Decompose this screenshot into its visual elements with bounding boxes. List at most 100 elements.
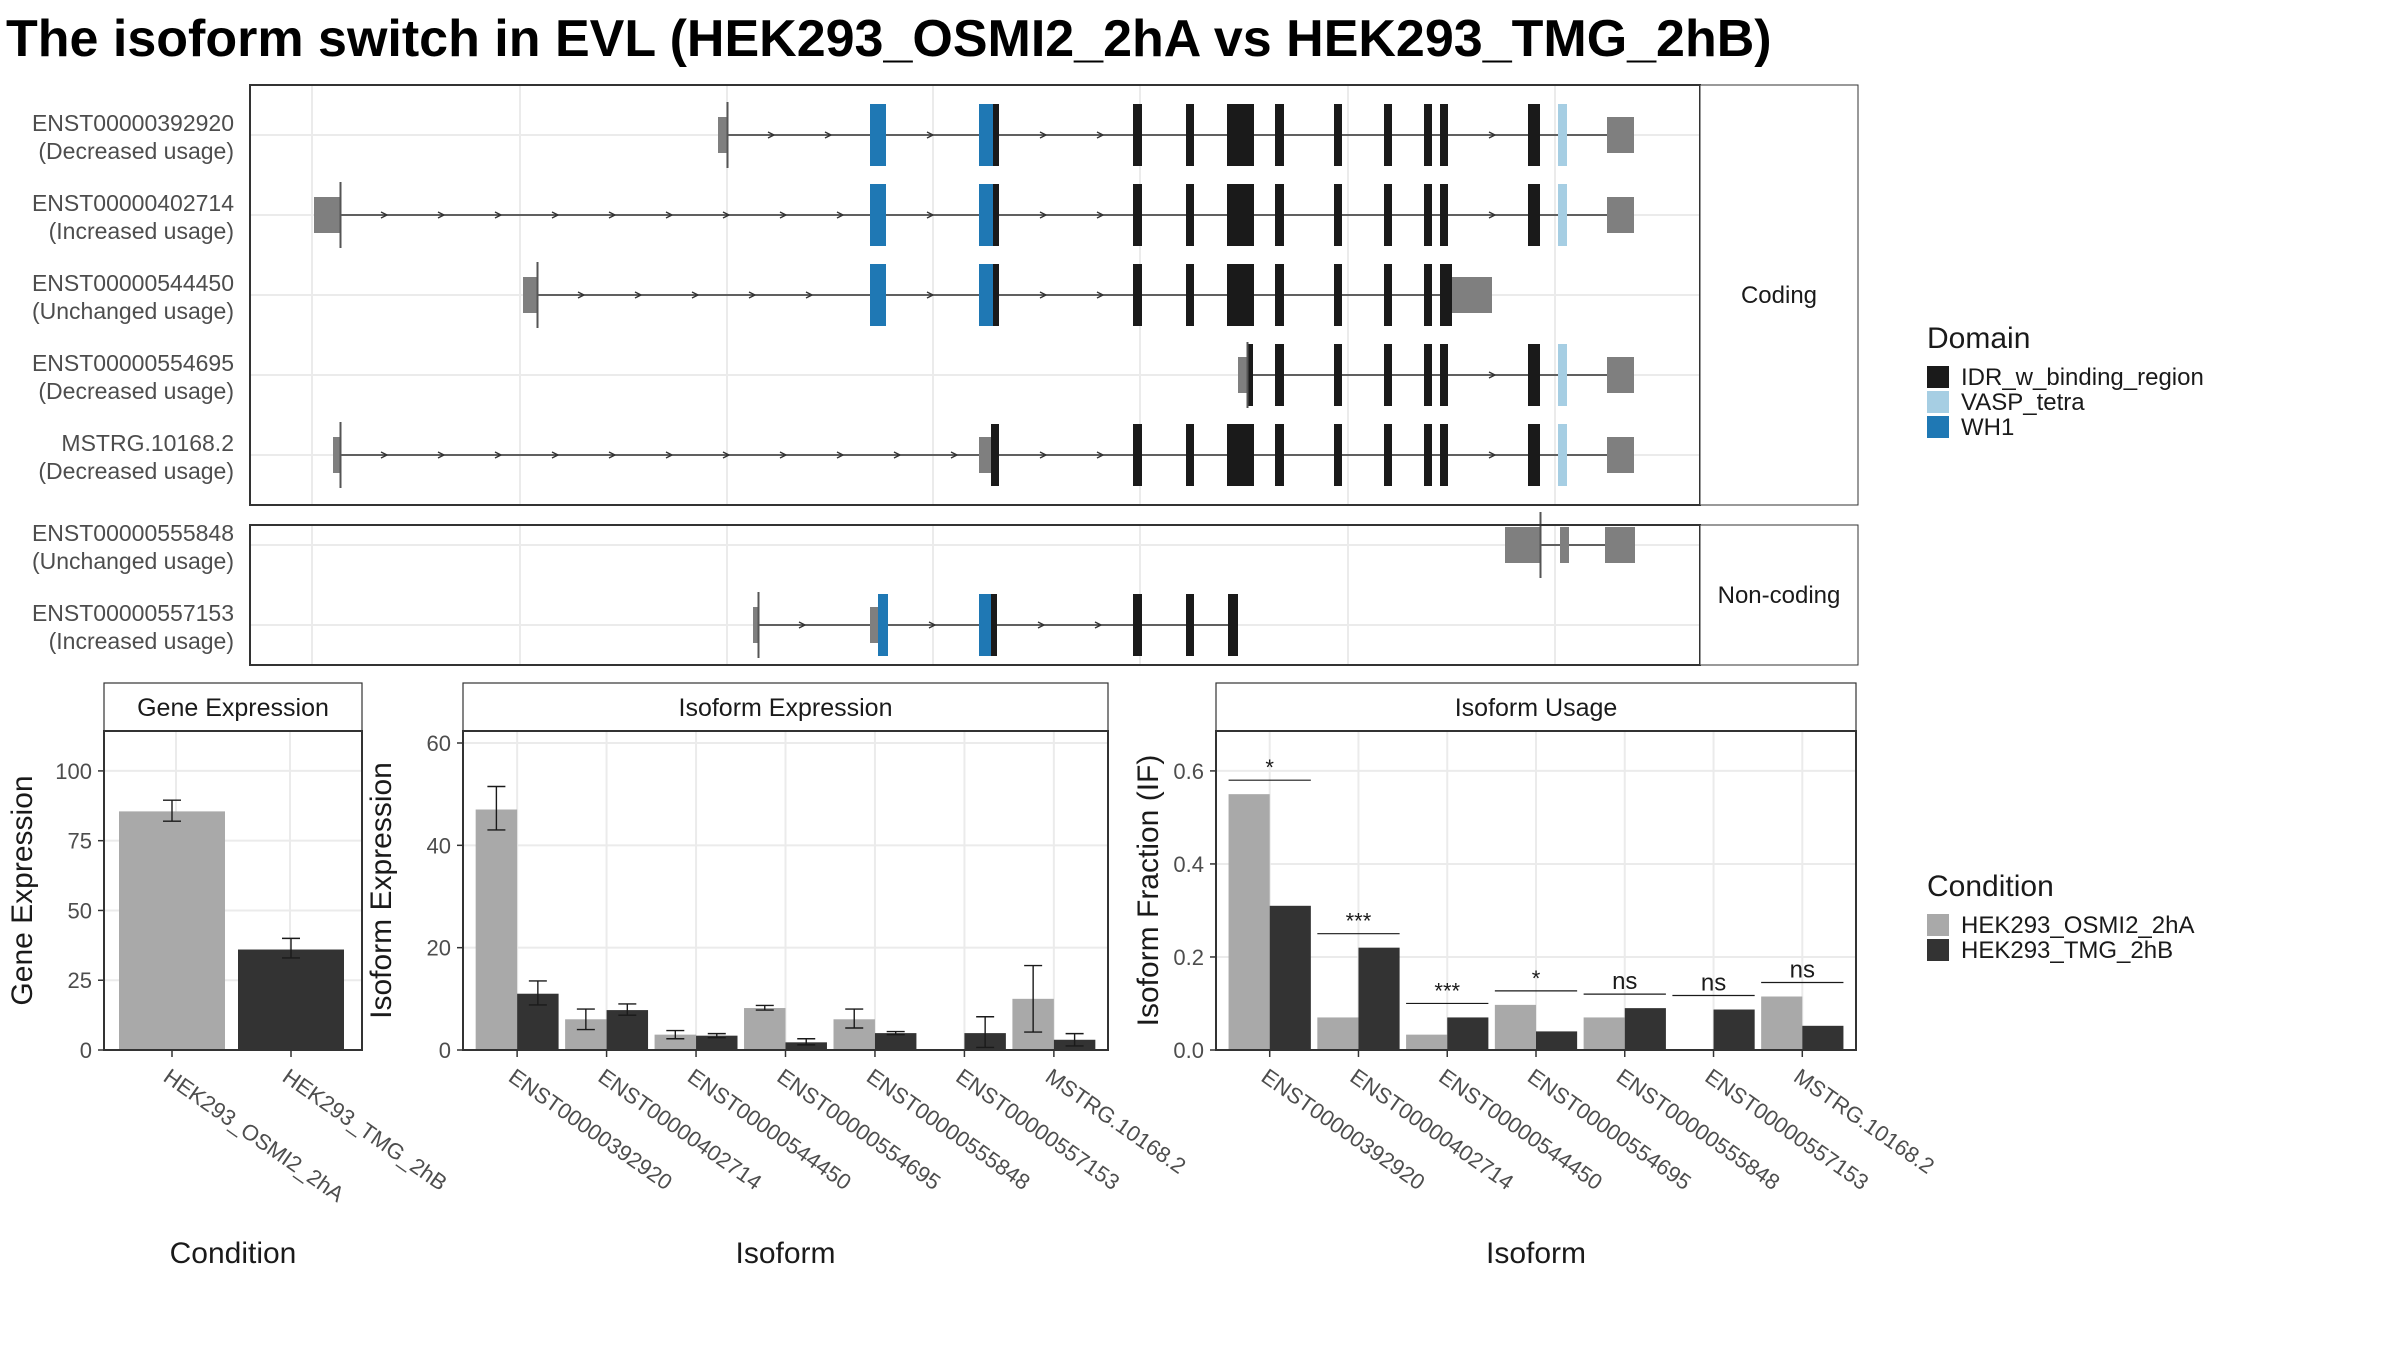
exon [1558, 344, 1567, 406]
direction-arrow [824, 131, 833, 139]
direction-arrow [926, 131, 935, 139]
expression-charts: Gene Expression0255075100HEK293_OSMI2_2h… [6, 682, 1939, 1270]
x-tick-label: ENST00000402714 [1346, 1064, 1519, 1195]
x-tick-label: ENST00000555848 [1612, 1064, 1785, 1195]
x-tick-label: ENST00000557153 [952, 1064, 1125, 1195]
exon [1275, 344, 1284, 406]
exon [1227, 104, 1254, 166]
bar [1317, 1017, 1359, 1050]
transcript-usage: (Decreased usage) [38, 378, 234, 404]
exon [1275, 104, 1284, 166]
exon [314, 197, 340, 233]
exon [1558, 184, 1567, 246]
exon [1186, 424, 1194, 486]
exon [1440, 344, 1448, 406]
direction-arrow [1488, 371, 1497, 379]
y-tick-label: 0.4 [1173, 852, 1204, 877]
bar [874, 1033, 917, 1050]
x-tick-label: ENST00000392920 [504, 1064, 677, 1195]
exon [1186, 104, 1194, 166]
significance-label: ns [1701, 970, 1726, 997]
direction-arrow [1488, 451, 1497, 459]
significance-label: ns [1612, 968, 1637, 995]
x-tick-label: ENST00000555848 [862, 1064, 1035, 1195]
x-tick-label: ENST00000554695 [773, 1064, 946, 1195]
exon [870, 264, 886, 326]
transcript-structure-plot: ENST00000392920(Decreased usage)ENST0000… [32, 84, 1859, 666]
direction-arrow [926, 211, 935, 219]
direction-arrow [928, 621, 937, 629]
significance-label: *** [1346, 909, 1372, 934]
y-axis-title: Gene Expression [6, 775, 39, 1005]
transcript-row [718, 102, 1634, 168]
facet-strip [1699, 524, 1859, 666]
y-tick-label: 75 [68, 829, 92, 854]
exon [1528, 184, 1540, 246]
exon [870, 104, 886, 166]
direction-arrow [1039, 131, 1048, 139]
y-tick-label: 0.0 [1173, 1038, 1204, 1063]
transcript-id: ENST00000554695 [32, 350, 234, 376]
transcript-id: ENST00000544450 [32, 270, 234, 296]
exon [1334, 344, 1342, 406]
exon [991, 424, 999, 486]
y-tick-label: 60 [427, 731, 451, 756]
y-tick-label: 0.6 [1173, 759, 1204, 784]
direction-arrow [1039, 451, 1048, 459]
exon [1440, 264, 1452, 326]
exon [1440, 424, 1448, 486]
exon [753, 607, 758, 643]
exon [1424, 104, 1432, 166]
exon [1384, 184, 1392, 246]
y-tick-label: 0 [80, 1038, 92, 1063]
exon [979, 184, 993, 246]
transcript-row [753, 592, 1238, 658]
exon [979, 104, 993, 166]
significance-label: *** [1434, 978, 1460, 1003]
facet-strip-label: Coding [1741, 282, 1817, 309]
exon [1452, 277, 1492, 313]
legend-title: Condition [1927, 870, 2054, 903]
exon [870, 184, 886, 246]
direction-arrow [767, 131, 776, 139]
exon [1186, 264, 1194, 326]
exon [1334, 104, 1342, 166]
exon [1275, 424, 1284, 486]
figure-title: The isoform switch in EVL (HEK293_OSMI2_… [6, 10, 1772, 68]
exon [1238, 357, 1247, 393]
chart-strip [103, 682, 363, 732]
chart-border [462, 730, 1109, 1051]
direction-arrow [665, 451, 674, 459]
chart-panel: Isoform Expression 0 20 40 60 ENST00000392920… [365, 682, 1191, 1270]
transcript-usage: (Increased usage) [49, 218, 234, 244]
direction-arrow [1096, 291, 1105, 299]
chart-strip [1215, 682, 1857, 732]
legend-label: HEK293_OSMI2_2hA [1961, 912, 2194, 939]
direction-arrow [1096, 211, 1105, 219]
direction-arrow [577, 291, 586, 299]
direction-arrow [722, 451, 731, 459]
bar [654, 1034, 697, 1050]
direction-arrow [805, 291, 814, 299]
direction-arrow [893, 451, 902, 459]
exon [718, 117, 727, 153]
exon [1607, 437, 1634, 473]
bar [119, 811, 225, 1050]
exon [1607, 357, 1634, 393]
bar [1713, 1009, 1755, 1050]
exon [1133, 424, 1142, 486]
transcript-row [523, 262, 1492, 328]
facet-strip [1699, 84, 1859, 506]
legend-label: VASP_tetra [1961, 389, 2085, 416]
transcript-row [1505, 512, 1635, 578]
exon [1558, 104, 1567, 166]
exon [1275, 264, 1284, 326]
exon [1424, 344, 1432, 406]
direction-arrow [1096, 451, 1105, 459]
exon [333, 437, 340, 473]
direction-arrow [1039, 291, 1048, 299]
legend-key [1927, 914, 1949, 936]
transcript-id: ENST00000392920 [32, 110, 234, 136]
exon [1424, 184, 1432, 246]
significance-label: * [1532, 966, 1541, 991]
